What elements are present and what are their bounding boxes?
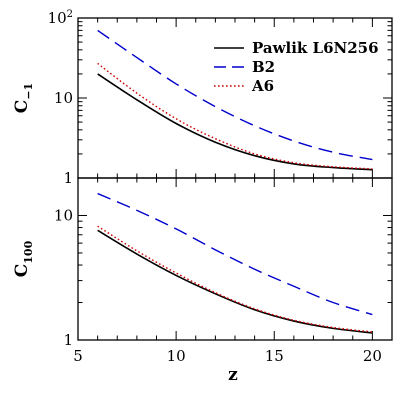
y-tick-label: 10 [54,206,73,224]
legend-label: Pawlik L6N256 [252,39,379,57]
series-line-2 [97,192,373,316]
series-line-1 [97,229,373,334]
x-tick-label: 10 [167,347,186,365]
x-tick-label: 15 [265,347,284,365]
x-axis-label: z [228,365,238,385]
y-tick-label: 10 [54,89,73,107]
panel-2: 1 10 5 10 15 20 z C100 [12,177,393,385]
y-tick-label: 102 [48,9,73,27]
y-tick-label: 1 [63,331,73,349]
series-line-3 [97,225,373,333]
y-axis-label: C100 [12,240,35,277]
legend-label: B2 [252,58,275,76]
y-axis-label: C−1 [12,83,35,113]
y-tick-label: 1 [63,169,73,187]
series-line-2 [97,29,373,161]
x-tick-label: 5 [73,347,83,365]
x-tick-label: 20 [363,347,382,365]
series-line-3 [97,62,373,170]
series-line-1 [97,73,373,171]
legend-label: A6 [251,77,274,95]
